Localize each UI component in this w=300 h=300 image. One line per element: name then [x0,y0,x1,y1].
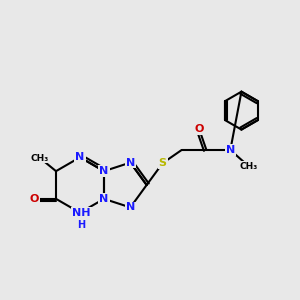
Text: N: N [126,158,135,168]
Text: NH: NH [72,208,91,218]
Text: N: N [99,166,109,176]
Text: S: S [159,158,167,168]
Text: CH₃: CH₃ [31,154,49,163]
Text: N: N [75,152,85,162]
Text: CH₃: CH₃ [239,161,258,170]
Text: N: N [126,202,135,212]
Text: O: O [194,124,204,134]
Text: N: N [99,194,109,204]
Text: H: H [77,220,86,230]
Text: O: O [29,194,39,204]
Text: N: N [226,145,235,155]
